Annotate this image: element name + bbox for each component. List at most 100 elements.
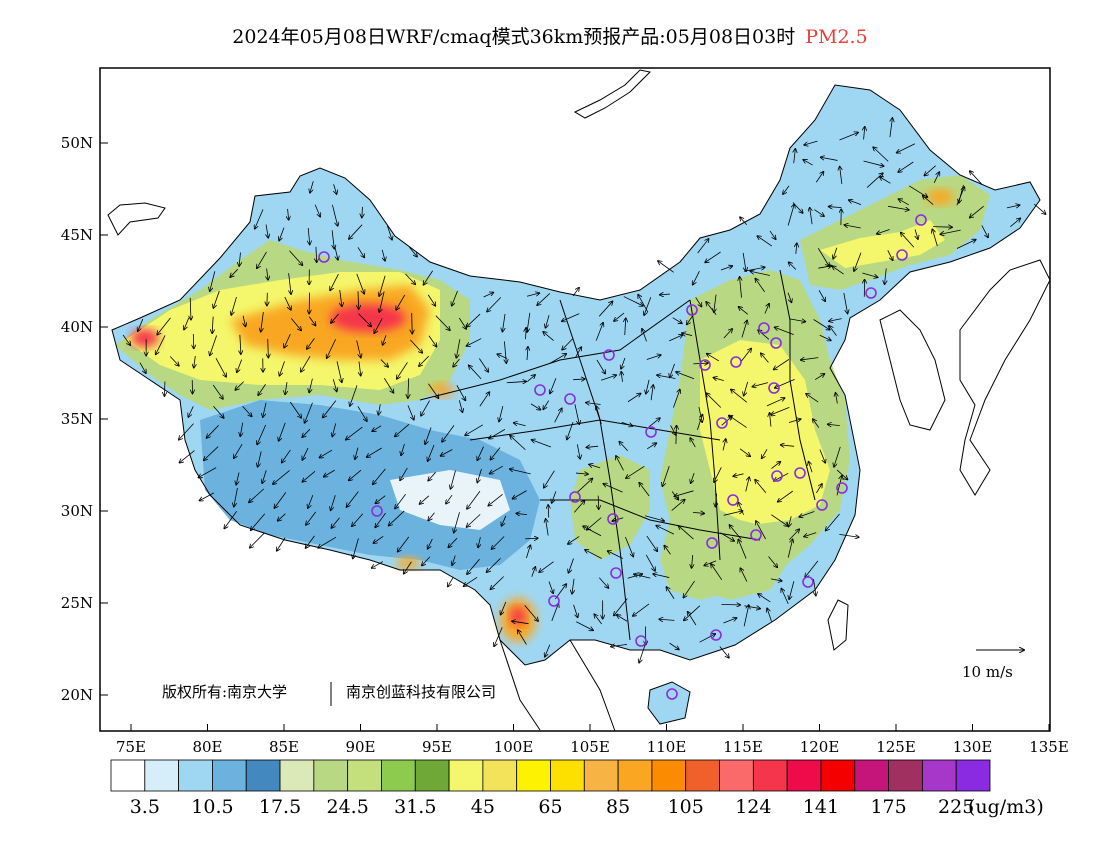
wind-arrow: [427, 294, 435, 306]
wind-arrow: [576, 444, 580, 458]
wind-arrow: [179, 423, 194, 440]
wind-arrow: [179, 450, 195, 463]
wind-arrow: [384, 377, 393, 393]
wind-arrow: [401, 443, 405, 455]
wind-arrow: [356, 340, 361, 357]
wind-arrow: [803, 160, 813, 166]
wind-arrow: [305, 402, 313, 423]
wind-arrow: [395, 423, 410, 436]
wind-arrow: [552, 491, 557, 503]
station-marker: [371, 505, 383, 517]
internal-border-3: [540, 499, 761, 541]
wind-arrow: [829, 326, 837, 336]
wind-arrow: [887, 250, 893, 260]
wind-arrow: [358, 291, 359, 309]
wind-arrow: [421, 400, 430, 416]
wind-arrow: [815, 172, 823, 183]
wind-arrow: [504, 341, 506, 363]
station-marker: [710, 629, 722, 641]
wind-arrow: [554, 408, 562, 423]
wind-arrow: [810, 208, 812, 225]
wind-arrow: [539, 561, 554, 573]
wind-arrow: [562, 338, 573, 350]
wind-arrow: [829, 207, 842, 208]
wind-arrow: [318, 536, 337, 548]
wind-arrow: [510, 436, 526, 451]
wind-arrow: [877, 229, 890, 234]
wind-arrow: [357, 247, 364, 257]
wind-arrow: [452, 290, 458, 306]
wind-arrow: [596, 359, 605, 374]
colorbar-label: 175: [870, 796, 906, 818]
wind-arrow: [407, 405, 414, 419]
wind-arrow: [626, 465, 645, 478]
colorbar-label: 225: [938, 796, 974, 818]
wind-arrow: [766, 398, 785, 407]
wind-arrow: [679, 526, 694, 540]
wind-arrow: [527, 347, 528, 361]
wind-arrow: [600, 375, 616, 381]
wind-arrow: [236, 472, 240, 484]
wind-arrow: [497, 354, 508, 359]
wind-arrow: [836, 476, 842, 496]
indochina-outline: [499, 639, 616, 731]
wind-arrow: [373, 468, 386, 484]
wind-arrow: [408, 378, 409, 398]
wind-arrow: [289, 401, 301, 418]
map-content: [107, 69, 1050, 731]
wind-arrow: [662, 466, 670, 486]
wind-arrow: [586, 403, 601, 405]
wind-arrow: [670, 425, 676, 435]
wind-arrow: [813, 419, 820, 428]
wind-arrow: [213, 406, 223, 418]
wind-arrow: [898, 161, 914, 172]
wind-arrow: [682, 333, 693, 335]
wind-arrow: [723, 329, 732, 339]
wind-arrow: [781, 588, 789, 605]
colorbar-label: 105: [668, 796, 704, 818]
wind-arrow: [568, 558, 574, 573]
wind-arrow: [428, 538, 433, 549]
wind-arrow: [574, 347, 581, 358]
wind-arrow: [866, 173, 883, 188]
wind-arrow: [572, 578, 574, 594]
wind-arrow: [362, 206, 363, 218]
lon-label: 135E: [1029, 738, 1069, 756]
wind-arrow: [863, 160, 884, 166]
wind-arrow: [543, 332, 554, 341]
wind-arrow: [740, 349, 751, 362]
wind-reference-label: 10 m/s: [962, 663, 1013, 681]
wind-arrow: [933, 172, 939, 183]
wind-arrow: [350, 385, 358, 406]
wind-arrow: [659, 619, 675, 620]
wind-arrow: [740, 277, 742, 298]
wind-arrow: [490, 465, 503, 474]
lat-label: 35N: [61, 410, 93, 428]
wind-arrow: [546, 519, 549, 536]
wind-arrow: [651, 385, 653, 401]
wind-arrow: [805, 560, 819, 577]
wind-arrow: [532, 440, 552, 448]
wind-arrow: [405, 273, 415, 284]
wind-arrow: [770, 413, 771, 427]
internal-border-1: [419, 299, 691, 401]
internal-border-4: [559, 299, 631, 641]
wind-arrow: [568, 536, 580, 544]
station-marker: [548, 595, 560, 607]
field-taklamakan-hotspot: [330, 304, 406, 332]
colorbar-swatch: [617, 759, 653, 792]
wind-arrow: [813, 319, 830, 329]
wind-arrow: [806, 394, 819, 403]
wind-arrow: [787, 292, 791, 303]
wind-arrow: [334, 184, 337, 194]
wind-arrow: [138, 318, 144, 331]
wind-arrow: [645, 515, 664, 521]
wind-arrow: [740, 568, 748, 582]
wind-arrow: [839, 533, 859, 537]
lon-label: 80E: [192, 738, 222, 756]
colorbar-swatch: [212, 759, 247, 792]
wind-arrow: [428, 335, 437, 347]
wind-arrow: [543, 400, 550, 410]
wind-arrow: [346, 491, 359, 507]
colorbar-label: 141: [803, 796, 839, 818]
